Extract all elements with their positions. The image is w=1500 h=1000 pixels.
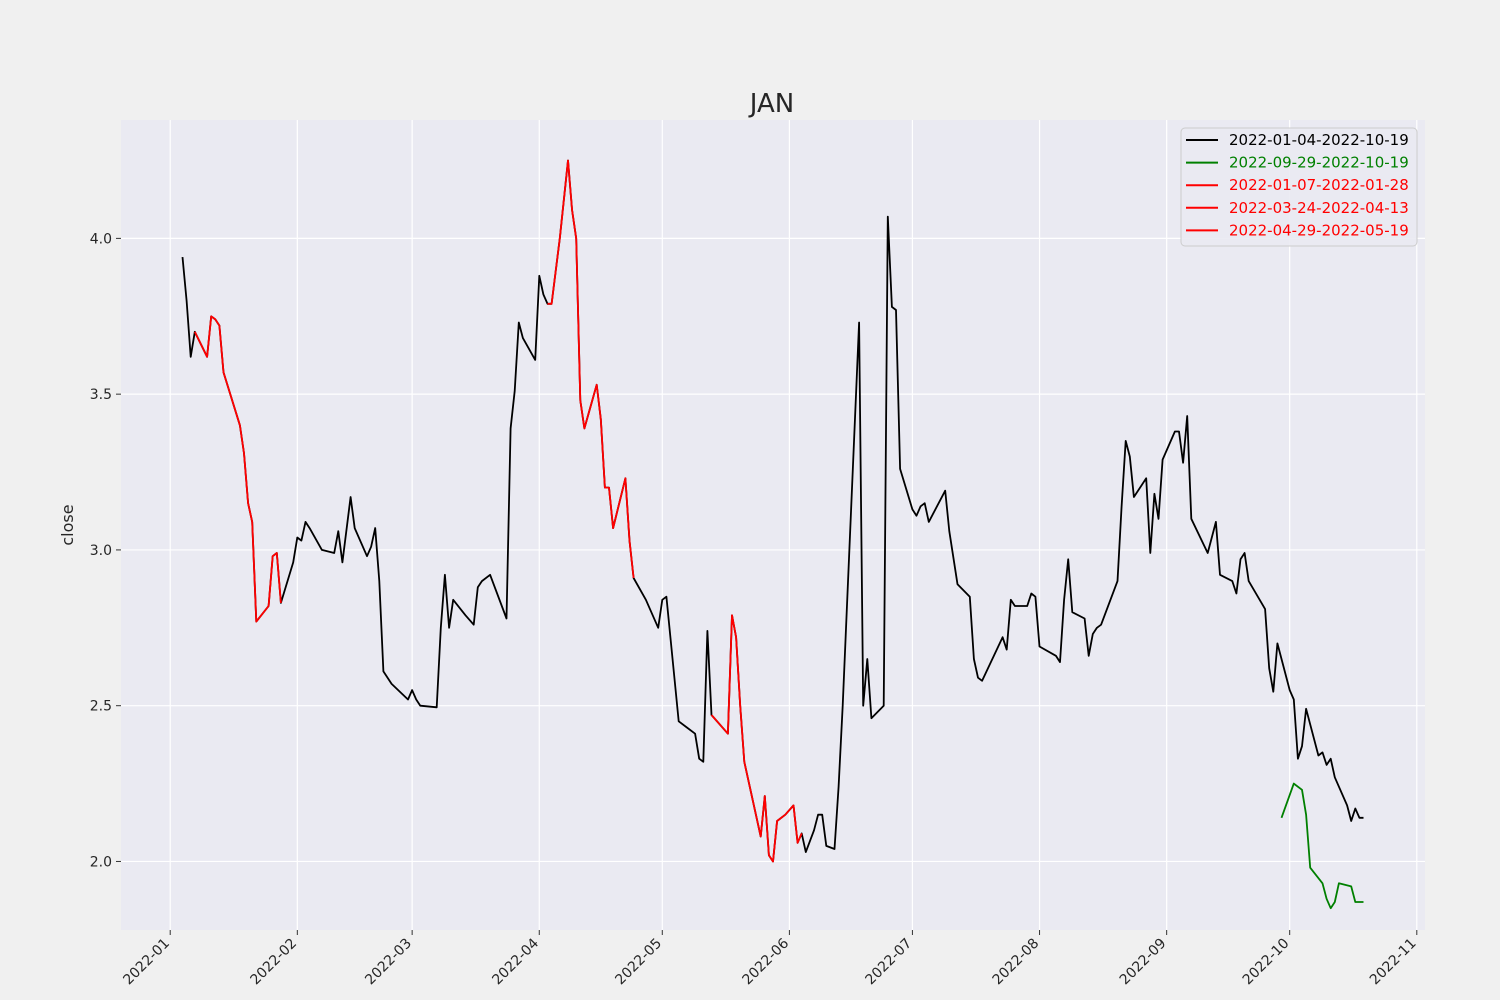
plot-area bbox=[121, 120, 1425, 930]
y-tick-label: 3.5 bbox=[90, 387, 112, 403]
legend-label: 2022-01-07-2022-01-28 bbox=[1229, 176, 1409, 194]
series-lines bbox=[181, 159, 1364, 910]
legend-label: 2022-01-04-2022-10-19 bbox=[1229, 131, 1409, 149]
legend-label: 2022-03-24-2022-04-13 bbox=[1229, 199, 1409, 217]
series-line-3 bbox=[547, 159, 635, 579]
chart-title: JAN bbox=[748, 89, 794, 119]
series-line-4 bbox=[710, 614, 803, 863]
y-tick-label: 2.5 bbox=[90, 699, 112, 715]
legend-label: 2022-09-29-2022-10-19 bbox=[1229, 154, 1409, 172]
y-axis-ticks: 2.0 2.5 3.0 3.5 4.0 bbox=[90, 231, 121, 870]
series-line-2 bbox=[193, 315, 282, 623]
legend-label: 2022-04-29-2022-05-19 bbox=[1229, 221, 1409, 239]
series-line-1 bbox=[1280, 782, 1364, 910]
y-tick-label: 2.0 bbox=[90, 854, 112, 870]
y-tick-label: 3.0 bbox=[90, 543, 112, 559]
legend: 2022-01-04-2022-10-19 2022-09-29-2022-10-… bbox=[1180, 127, 1418, 247]
y-axis-label: close bbox=[58, 504, 77, 545]
y-tick-label: 4.0 bbox=[90, 231, 112, 247]
legend-box bbox=[1180, 127, 1418, 247]
